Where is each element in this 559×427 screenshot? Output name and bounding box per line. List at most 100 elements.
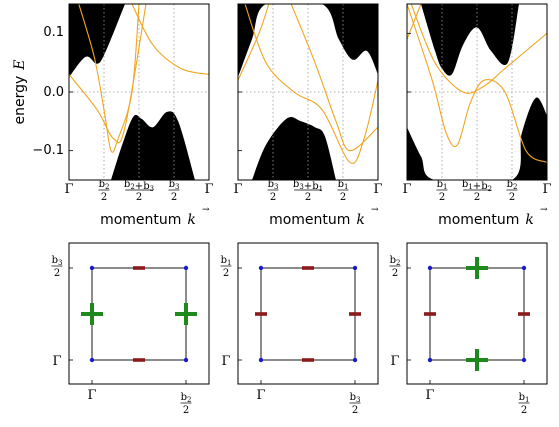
x-tick-2-1-den: 2 bbox=[270, 192, 276, 203]
tick-sub: 3 bbox=[175, 183, 179, 191]
tick-var: b bbox=[169, 179, 175, 190]
minus-marker bbox=[518, 312, 530, 316]
x-tick-3-2: b1+b22 bbox=[462, 179, 492, 203]
subgap-curve bbox=[78, 4, 140, 153]
x-tick-2-1-num: b3 bbox=[268, 179, 279, 191]
lower-band bbox=[407, 97, 547, 180]
x-tick-3-1-num: b1 bbox=[437, 179, 448, 191]
tick-var: b bbox=[181, 392, 187, 403]
tick-var: b bbox=[390, 255, 396, 266]
tick-sub: 3 bbox=[356, 396, 360, 404]
corner-point bbox=[258, 357, 264, 363]
bz-x-tick-gamma: Γ bbox=[425, 388, 434, 403]
k-arrow-2: → bbox=[371, 205, 379, 215]
corner-point bbox=[183, 265, 189, 271]
tick-var: b bbox=[99, 179, 105, 190]
tick-sub: 2 bbox=[396, 259, 400, 267]
x-tick-1-3: b32 bbox=[168, 179, 180, 203]
bz-square bbox=[429, 267, 525, 361]
band-panel-1 bbox=[69, 4, 209, 180]
bz-x-tick-frac-den: 2 bbox=[521, 405, 527, 416]
tick-var: b bbox=[124, 179, 130, 190]
plus-marker-v bbox=[475, 349, 479, 371]
plus-marker-v bbox=[184, 303, 188, 325]
x-tick-3-3-den: 2 bbox=[509, 192, 515, 203]
tick-var: b bbox=[221, 255, 227, 266]
subgap-curve bbox=[407, 4, 547, 163]
corner-point bbox=[427, 357, 433, 363]
x-axis-label-3: momentum k bbox=[438, 212, 534, 228]
subgap-curve bbox=[238, 4, 270, 81]
x-axis-label-1: momentum k bbox=[100, 212, 196, 228]
y-tick-zero: 0.0 bbox=[43, 85, 64, 100]
tick-var: b bbox=[507, 179, 513, 190]
minus-marker bbox=[302, 266, 314, 270]
corner-point bbox=[352, 265, 358, 271]
minus-marker bbox=[133, 266, 145, 270]
tick-sub: 1 bbox=[319, 185, 323, 193]
x-tick-2-3-num: b1 bbox=[338, 179, 349, 191]
upper-band bbox=[69, 4, 125, 78]
bz-y-tick-frac-num: b2 bbox=[390, 255, 401, 267]
bz-y-tick-frac-num: b3 bbox=[52, 255, 63, 267]
tick-sub: 2 bbox=[130, 183, 134, 191]
tick-var: b bbox=[519, 392, 525, 403]
subgap-curve bbox=[69, 4, 147, 144]
lower-band bbox=[252, 117, 336, 180]
bz-y-tick-gamma: Γ bbox=[221, 354, 230, 369]
minus-marker bbox=[349, 312, 361, 316]
bz-y-tick-frac-den: 2 bbox=[54, 268, 60, 279]
bz-y-tick-gamma: Γ bbox=[390, 354, 399, 369]
minus-marker bbox=[133, 358, 145, 362]
x-tick-1-4: Γ bbox=[204, 182, 213, 197]
tick-sub: 1 bbox=[525, 396, 529, 404]
corner-point bbox=[427, 265, 433, 271]
band-panel-3 bbox=[407, 4, 547, 180]
plus-marker-v bbox=[90, 303, 94, 325]
bz-y-tick-frac-den: 2 bbox=[392, 268, 398, 279]
x-tick-1-1: b22 bbox=[98, 179, 110, 203]
plus-marker-v bbox=[475, 257, 479, 279]
corner-point bbox=[89, 357, 95, 363]
y-axis-label: energyE bbox=[12, 59, 28, 124]
tick-op: + bbox=[135, 181, 143, 192]
x-tick-3-2-den: 2 bbox=[474, 192, 480, 203]
bz-panel-3-frame bbox=[406, 242, 548, 385]
bz-y-tick-frac: b22 bbox=[389, 255, 401, 279]
tick-var: b bbox=[437, 179, 443, 190]
tick-var: b bbox=[312, 181, 318, 192]
upper-band bbox=[238, 4, 378, 78]
corner-point bbox=[89, 265, 95, 271]
tick-var: b bbox=[52, 255, 58, 266]
tick-sub: 3 bbox=[299, 183, 303, 191]
corner-point bbox=[521, 265, 527, 271]
x-tick-2-2: b3+b12 bbox=[293, 179, 323, 203]
tick-sub: 2 bbox=[187, 396, 191, 404]
x-tick-1-2-num: b2+b3 bbox=[124, 179, 154, 193]
corner-point bbox=[521, 357, 527, 363]
corner-point bbox=[183, 357, 189, 363]
x-tick-3-3-num: b2 bbox=[507, 179, 518, 191]
subgap-curve bbox=[131, 4, 209, 75]
subgap-curve bbox=[244, 4, 378, 164]
tick-sub: 1 bbox=[468, 183, 472, 191]
x-tick-3-2-num: b1+b2 bbox=[462, 179, 492, 193]
bz-y-tick-frac: b32 bbox=[51, 255, 63, 279]
x-tick-2-1: b32 bbox=[267, 179, 279, 203]
bz-square bbox=[91, 267, 187, 361]
corner-point bbox=[352, 357, 358, 363]
bz-x-tick-frac: b12 bbox=[518, 392, 530, 416]
x-tick-1-1-den: 2 bbox=[101, 192, 107, 203]
tick-var: b bbox=[293, 179, 299, 190]
x-tick-2-2-den: 2 bbox=[305, 192, 311, 203]
tick-sub: 3 bbox=[274, 183, 278, 191]
tick-var: b bbox=[481, 181, 487, 192]
y-tick-pos: 0.1 bbox=[43, 25, 64, 40]
tick-var: b bbox=[268, 179, 274, 190]
